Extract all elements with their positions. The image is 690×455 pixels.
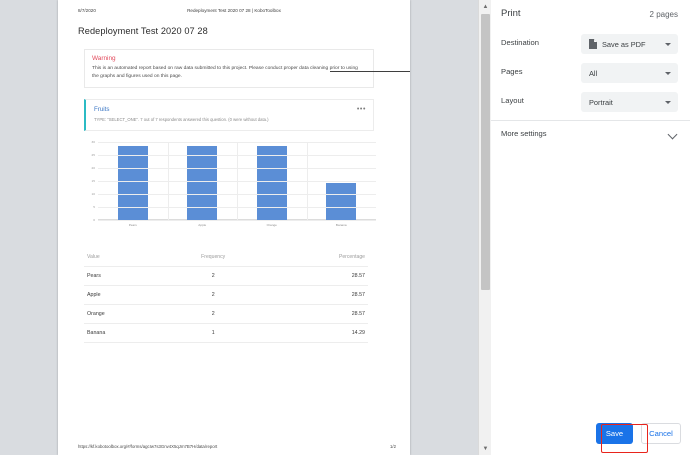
table-header-row: Value Frequency Percentage xyxy=(84,250,368,267)
chart-y-tick: 20 xyxy=(91,166,95,171)
settings-divider xyxy=(491,120,690,121)
chart-bar xyxy=(187,145,218,221)
cell-percentage: 28.57 xyxy=(262,304,368,324)
preview-page: 8/7/2020 Redeployment Test 2020 07 28 | … xyxy=(58,0,410,455)
chart-y-tick: 0 xyxy=(93,218,95,223)
header-date: 8/7/2020 xyxy=(78,8,96,13)
destination-label: Destination xyxy=(501,38,539,47)
cell-value: Pears xyxy=(84,266,164,286)
chart-column-separator xyxy=(306,142,308,221)
chevron-down-icon xyxy=(667,129,678,140)
chart-y-tick: 5 xyxy=(93,205,95,210)
table-row: Pears 2 28.57 xyxy=(84,266,368,286)
chart-y-tick: 30 xyxy=(91,140,95,145)
chart-bar-cell: Banana xyxy=(307,142,377,227)
scroll-down-icon[interactable]: ▼ xyxy=(482,445,489,452)
layout-value: Portrait xyxy=(589,97,613,107)
column-header-value: Value xyxy=(87,254,100,261)
more-settings-row[interactable]: More settings xyxy=(501,127,678,143)
cell-percentage: 28.57 xyxy=(262,266,368,286)
settings-header: Print 2 pages xyxy=(501,8,678,28)
destination-value: Save as PDF xyxy=(602,39,646,49)
destination-select[interactable]: Save as PDF xyxy=(581,34,678,54)
header-rule xyxy=(330,71,410,72)
chart-bar xyxy=(326,183,357,221)
layout-select[interactable]: Portrait xyxy=(581,92,678,112)
table-row: Orange 2 28.57 xyxy=(84,304,368,324)
chart-x-tick: Pears xyxy=(128,223,137,228)
chart-column-separator xyxy=(167,142,169,221)
cell-frequency: 2 xyxy=(163,285,263,305)
pages-select[interactable]: All xyxy=(581,63,678,83)
destination-row: Destination Save as PDF xyxy=(501,34,678,54)
save-button[interactable]: Save xyxy=(596,423,633,444)
cell-value: Apple xyxy=(84,285,164,305)
question-meta: TYPE: "SELECT_ONE". 7 out of 7 responden… xyxy=(94,116,269,122)
layout-row: Layout Portrait xyxy=(501,92,678,112)
cell-frequency: 2 xyxy=(163,304,263,324)
pages-row: Pages All xyxy=(501,63,678,83)
chart-x-tick: Banana xyxy=(335,223,347,228)
pages-label: Pages xyxy=(501,67,523,76)
warning-text: This is an automated report based on raw… xyxy=(92,66,358,79)
pages-value: All xyxy=(589,68,598,78)
document-icon xyxy=(589,39,597,49)
chevron-down-icon xyxy=(665,42,671,46)
cell-percentage: 14.29 xyxy=(262,323,368,344)
layout-label: Layout xyxy=(501,96,524,105)
cell-frequency: 2 xyxy=(163,266,263,286)
column-header-frequency: Frequency xyxy=(201,254,226,261)
question-menu-icon[interactable]: ••• xyxy=(356,105,366,113)
chevron-down-icon xyxy=(665,71,671,75)
header-title: Redeployment Test 2020 07 28 | KoboToolb… xyxy=(187,8,281,13)
document-body: Redeployment Test 2020 07 28 Warning Thi… xyxy=(78,26,410,344)
chart-bar xyxy=(256,145,287,221)
frequency-table: Value Frequency Percentage Pears 2 28.57 Ap… xyxy=(84,250,368,344)
preview-scrollbar[interactable]: ▲ ▼ xyxy=(478,0,491,455)
footer-url: https://kf.kobotoolbox.org/#/forms/agcIw… xyxy=(78,444,218,449)
page-count-label: 2 pages xyxy=(649,10,678,19)
chart-x-tick: Apple xyxy=(198,223,207,228)
footer-page-number: 1/2 xyxy=(390,444,396,449)
print-dialog-title: Print xyxy=(501,8,521,19)
cell-value: Orange xyxy=(84,304,164,324)
scrollbar-thumb[interactable] xyxy=(481,14,490,290)
chevron-down-icon xyxy=(665,100,671,104)
cell-value: Banana xyxy=(84,323,164,344)
chart-bar xyxy=(117,145,148,221)
page-title: Redeployment Test 2020 07 28 xyxy=(78,26,208,36)
chart-x-tick: Orange xyxy=(266,223,277,228)
warning-heading: Warning xyxy=(92,55,116,62)
chart-column-separator xyxy=(237,142,238,221)
chart-y-tick: 25 xyxy=(91,153,95,158)
page-running-header: 8/7/2020 Redeployment Test 2020 07 28 | … xyxy=(58,0,410,22)
scroll-up-icon[interactable]: ▲ xyxy=(482,3,489,10)
question-card: Fruits TYPE: "SELECT_ONE". 7 out of 7 re… xyxy=(84,98,374,132)
bar-chart: Pears Apple Orange Banana 30 25 20 15 10 5 0 xyxy=(84,140,390,236)
chart-y-tick: 15 xyxy=(91,179,95,184)
question-title: Fruits xyxy=(94,105,110,113)
chart-plot-area: Pears Apple Orange Banana 30 25 20 15 10 5 0 xyxy=(92,140,377,227)
table-row: Apple 2 28.57 xyxy=(84,285,368,305)
cell-frequency: 1 xyxy=(163,323,263,344)
column-header-percentage: Percentage xyxy=(338,254,365,261)
save-button-highlight xyxy=(601,424,648,453)
chart-gridline xyxy=(98,220,376,222)
table-row: Banana 1 14.29 xyxy=(84,323,368,344)
warning-box: Warning This is an automated report base… xyxy=(84,49,374,88)
chart-y-tick: 10 xyxy=(91,192,95,197)
print-preview-pane: 8/7/2020 Redeployment Test 2020 07 28 | … xyxy=(58,0,410,455)
print-settings-pane: Print 2 pages Destination Save as PDF Pa… xyxy=(491,0,690,455)
cancel-button[interactable]: Cancel xyxy=(641,423,681,444)
more-settings-label: More settings xyxy=(501,129,547,138)
dialog-action-bar: Save Cancel xyxy=(491,411,690,455)
cell-percentage: 28.57 xyxy=(262,285,368,305)
